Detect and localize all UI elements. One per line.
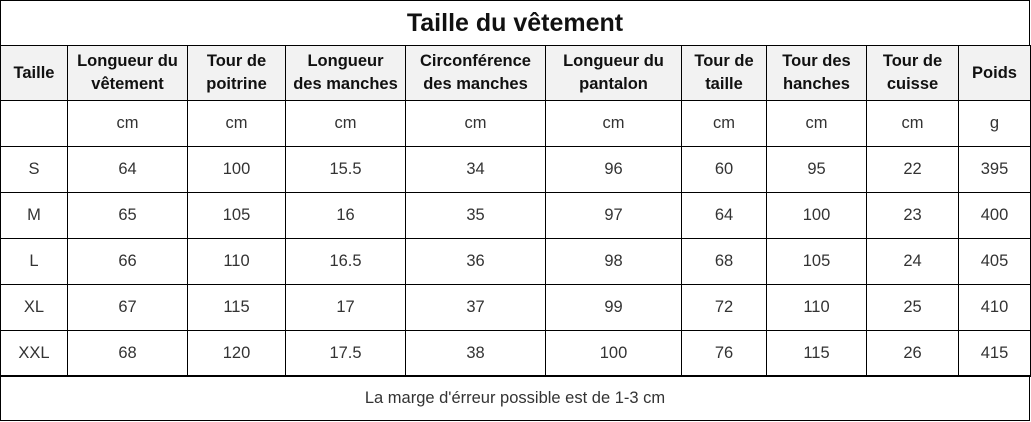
header-cell-waist: Tour de taille [681,45,767,101]
unit-cell: cm [766,100,867,147]
unit-cell: cm [545,100,682,147]
size-label: L [0,238,68,285]
table-row: XXL 68 120 17.5 38 100 76 115 26 415 [0,330,1031,377]
header-text: Taille [13,63,55,82]
header-text: des manches [293,75,398,93]
header-cell-pants-length: Longueur du pantalon [545,45,682,101]
unit-cell: cm [405,100,546,147]
table-cell: 15.5 [285,146,406,193]
size-table: Taille Longueur du vêtement Tour de poitri… [0,45,1031,377]
header-cell-size: Taille [0,45,68,101]
unit-cell: cm [681,100,767,147]
header-cell-weight: Poids [958,45,1031,101]
unit-cell: cm [285,100,406,147]
size-label: S [0,146,68,193]
table-cell: 35 [405,192,546,239]
table-cell: 17 [285,284,406,331]
header-cell-sleeve-circumference: Circonférence des manches [405,45,546,101]
size-label: M [0,192,68,239]
table-cell: 68 [681,238,767,285]
table-cell: 100 [545,330,682,377]
table-cell: 105 [766,238,867,285]
size-label: XL [0,284,68,331]
table-cell: 115 [187,284,286,331]
header-text: Circonférence [420,52,531,70]
table-cell: 100 [766,192,867,239]
table-row: L 66 110 16.5 36 98 68 105 24 405 [0,238,1031,285]
table-cell: 96 [545,146,682,193]
units-row: cm cm cm cm cm cm cm cm g [0,100,1031,147]
table-cell: 95 [766,146,867,193]
table-cell: 16.5 [285,238,406,285]
table-cell: 37 [405,284,546,331]
table-cell: 68 [67,330,188,377]
table-cell: 67 [67,284,188,331]
header-text: Tour de [882,52,943,70]
header-text: vêtement [91,75,164,93]
table-cell: 24 [866,238,959,285]
table-cell: 38 [405,330,546,377]
table-cell: 26 [866,330,959,377]
table-cell: 99 [545,284,682,331]
table-row: XL 67 115 17 37 99 72 110 25 410 [0,284,1031,331]
header-text: Longueur du [563,52,664,70]
table-cell: 25 [866,284,959,331]
header-text: pantalon [579,75,648,93]
header-text: hanches [783,75,850,93]
header-text: Tour de [694,52,754,70]
error-margin-note: La marge d'érreur possible est de 1-3 cm [0,375,1030,421]
header-text: Poids [972,63,1017,82]
table-cell: 110 [766,284,867,331]
unit-cell: cm [187,100,286,147]
table-cell: 405 [958,238,1031,285]
table-cell: 395 [958,146,1031,193]
header-cell-garment-length: Longueur du vêtement [67,45,188,101]
table-cell: 36 [405,238,546,285]
header-text: taille [705,75,743,93]
unit-cell: cm [67,100,188,147]
chart-title: Taille du vêtement [0,0,1030,46]
table-cell: 65 [67,192,188,239]
table-cell: 415 [958,330,1031,377]
unit-cell: g [958,100,1031,147]
table-cell: 34 [405,146,546,193]
header-text: Longueur [307,52,384,70]
table-row: S 64 100 15.5 34 96 60 95 22 395 [0,146,1031,193]
header-cell-hips: Tour des hanches [766,45,867,101]
table-cell: 22 [866,146,959,193]
table-row: M 65 105 16 35 97 64 100 23 400 [0,192,1031,239]
table-cell: 60 [681,146,767,193]
table-cell: 115 [766,330,867,377]
table-cell: 72 [681,284,767,331]
header-cell-sleeve-length: Longueur des manches [285,45,406,101]
header-row: Taille Longueur du vêtement Tour de poitri… [0,45,1031,101]
table-cell: 66 [67,238,188,285]
table-cell: 97 [545,192,682,239]
header-text: Longueur du [77,52,178,70]
size-label: XXL [0,330,68,377]
table-cell: 400 [958,192,1031,239]
table-cell: 98 [545,238,682,285]
header-cell-chest: Tour de poitrine [187,45,286,101]
unit-cell: cm [866,100,959,147]
header-cell-thigh: Tour de cuisse [866,45,959,101]
table-cell: 23 [866,192,959,239]
table-cell: 110 [187,238,286,285]
table-cell: 105 [187,192,286,239]
table-cell: 16 [285,192,406,239]
table-cell: 17.5 [285,330,406,377]
unit-cell [0,100,68,147]
table-cell: 64 [67,146,188,193]
table-cell: 120 [187,330,286,377]
table-cell: 410 [958,284,1031,331]
table-cell: 100 [187,146,286,193]
table-cell: 64 [681,192,767,239]
header-text: des manches [423,75,528,93]
header-text: Tour des [782,52,851,70]
table-cell: 76 [681,330,767,377]
header-text: cuisse [886,75,939,93]
header-text: poitrine [206,75,267,93]
header-text: Tour de [206,52,267,70]
